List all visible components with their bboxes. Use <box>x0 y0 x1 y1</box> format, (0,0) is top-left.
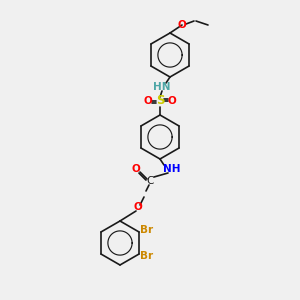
Text: O: O <box>168 96 176 106</box>
Text: O: O <box>134 202 142 212</box>
Text: Br: Br <box>140 251 154 261</box>
Text: HN: HN <box>153 82 171 92</box>
Text: NH: NH <box>163 164 181 174</box>
Text: Br: Br <box>140 225 154 235</box>
Text: O: O <box>144 96 152 106</box>
Text: O: O <box>178 20 186 30</box>
Text: C: C <box>146 176 154 186</box>
Text: O: O <box>132 164 140 174</box>
Text: S: S <box>156 94 164 107</box>
